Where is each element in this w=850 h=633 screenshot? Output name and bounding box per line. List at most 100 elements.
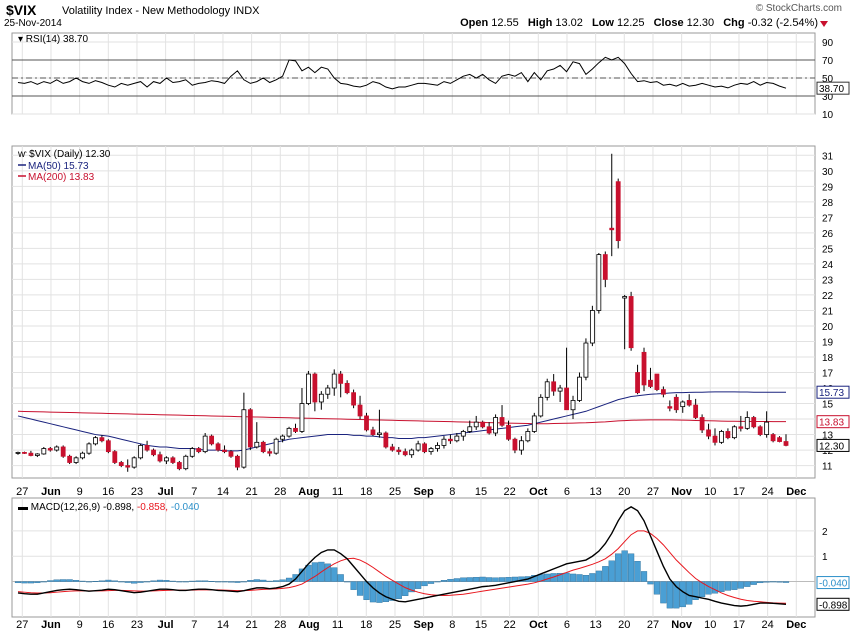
macd-legend-part: -0.858, [137,502,171,513]
macd-last-box [816,597,850,611]
candle-down [351,392,356,406]
candle-down [344,382,350,394]
candle-down [22,452,27,454]
x-tick-label-bottom: 15 [475,619,487,631]
candle-down [364,415,369,431]
macd-histogram-bar [782,581,790,583]
candle-down [686,400,692,406]
candle-up [583,342,589,378]
macd-histogram-bar [344,581,351,583]
candle-down [47,448,53,451]
x-tick-label: 22 [504,486,516,498]
macd-histogram-bar [589,573,596,582]
macd-histogram-bar [615,553,622,582]
candle-down [635,372,640,394]
macd-histogram-bar [311,562,318,582]
candle-down [28,452,34,456]
price-last-value-box [816,438,850,452]
symbol-description: Volatility Index - New Methodology INDX [62,5,260,17]
macd-histogram-bar [544,573,551,582]
price-y-tick: 24 [822,260,834,271]
candle-down [422,443,427,453]
macd-histogram-bar [531,575,538,582]
brand-watermark: © StockCharts.com [755,3,842,14]
candle-down [499,417,505,426]
macd-histogram-bar [763,581,770,583]
macd-histogram-bar [331,567,338,582]
candle-down [151,449,156,456]
candle-up [325,387,331,395]
macd-histogram-bar [221,581,228,583]
macd-histogram-bar [686,581,693,605]
x-tick-label: Nov [671,486,693,498]
x-tick-label: Jun [41,486,61,498]
candle-up [377,432,382,435]
x-tick-label: 8 [449,486,455,498]
candle-down [673,396,679,411]
macd-histogram-bar [389,581,396,601]
x-tick-label-bottom: 20 [618,619,630,631]
macd-histogram-bar [660,581,667,604]
ohlc-summary: Open 12.55 High 13.02 Low 12.25 Close 12… [454,17,818,29]
price-legend-ma50: MA(50) 15.73 [28,161,89,172]
macd-legend-part: ▬ MACD(12,26,9) [18,502,103,513]
x-tick-label-bottom: Aug [298,619,319,631]
macd-histogram-bar [608,560,615,582]
candle-up [744,417,750,429]
price-y-tick: 11 [822,462,833,473]
candle-up [280,435,286,440]
low-value: 12.25 [617,17,645,29]
candle-down [480,421,486,428]
macd-histogram-bar [718,581,725,592]
x-tick-label-bottom: 16 [102,619,114,631]
macd-histogram-bar [647,581,654,585]
macd-histogram-bar [118,581,125,583]
macd-histogram-bar [628,553,635,582]
macd-histogram-bar [202,580,209,582]
candle-down [209,435,215,445]
x-tick-label: 20 [618,486,630,498]
macd-histogram-bar [563,572,570,582]
candle-up [254,441,260,448]
candle-down [222,449,227,453]
candle-down [267,451,273,454]
x-tick-label-bottom: 27 [16,619,28,631]
x-tick-label: 9 [77,486,83,498]
macd-histogram-bar [744,581,751,587]
candle-up [202,435,208,453]
candle-up [183,455,189,470]
macd-histogram-bar [576,574,583,582]
candle-up [41,448,47,455]
candle-up [138,445,144,459]
macd-histogram-bar [47,580,54,582]
macd-histogram-bar [163,580,170,582]
candle-up [473,421,479,428]
x-tick-label-bottom: 28 [274,619,286,631]
rsi-y-tick: 10 [822,110,834,121]
symbol-title: $VIX [6,2,37,18]
macd-histogram-bar [595,570,602,582]
ma50-last-value-box [816,385,850,399]
x-tick-label-bottom: Nov [671,619,693,631]
candle-down [628,296,634,349]
x-tick-label-bottom: Jun [41,619,61,631]
macd-histogram-bar [324,563,331,582]
candle-down [448,438,453,442]
candle-down [312,373,318,403]
price-y-tick: 15 [822,400,834,411]
price-y-tick: 22 [822,291,834,302]
macd-histogram-bar [98,580,106,582]
candle-down [144,445,150,451]
price-legend-vix: ⱳ $VIX (Daily) 12.30 [17,149,111,160]
candle-down [293,427,298,432]
macd-histogram-bar [214,581,222,583]
candle-down [125,465,131,468]
macd-histogram-bar [711,581,719,594]
candle-down [176,462,182,470]
candle-down [699,417,705,431]
candle-up [428,448,434,453]
candle-down [757,426,763,435]
low-label: Low [591,17,614,29]
candle-down [648,379,653,387]
price-legend-ma200: MA(200) 13.83 [28,172,95,183]
